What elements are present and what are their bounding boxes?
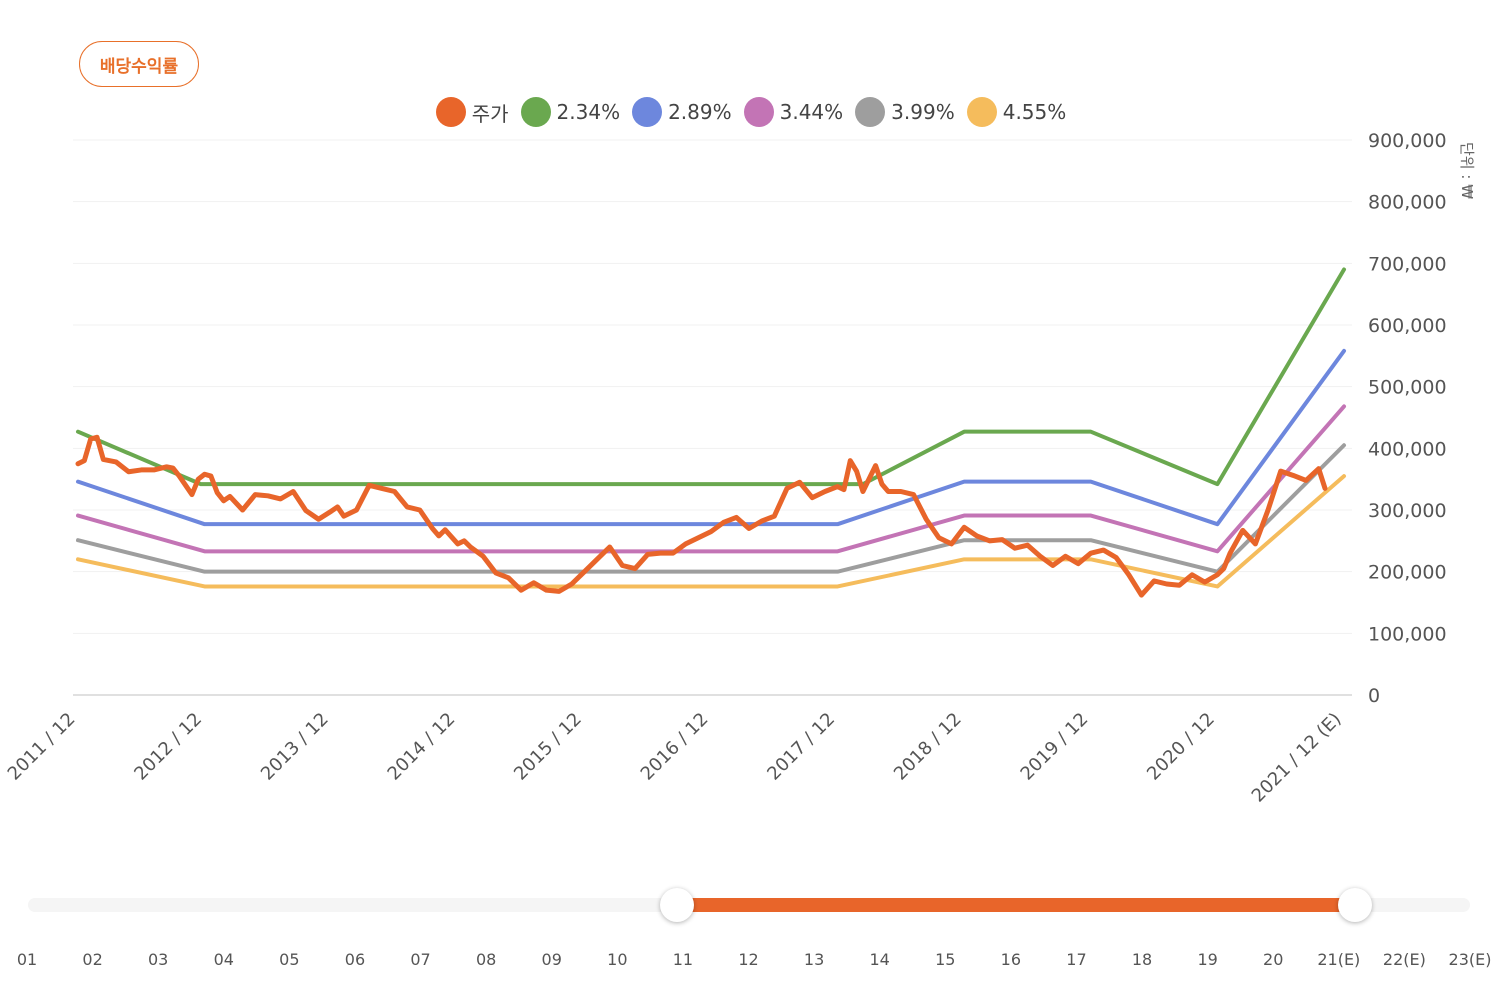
x-tick-label: 2019 / 12 bbox=[1017, 709, 1093, 785]
x-tick-label: 2016 / 12 bbox=[637, 709, 713, 785]
slider-year-label: 03 bbox=[147, 950, 169, 969]
legend-item[interactable]: 2.89% bbox=[632, 97, 732, 127]
legend-dot-icon bbox=[743, 97, 774, 127]
slider-year-label: 05 bbox=[279, 950, 300, 969]
legend-dot-icon bbox=[520, 97, 551, 127]
slider-year-label: 21(E) bbox=[1317, 950, 1361, 969]
chart-legend: 주가 2.34% 2.89% 3.44% 3.99% 4.55% bbox=[0, 94, 1502, 130]
x-tick-label: 2014 / 12 bbox=[384, 709, 460, 785]
slider-handle-start[interactable] bbox=[659, 888, 694, 922]
legend-label: 3.99% bbox=[891, 100, 955, 124]
legend-item[interactable]: 3.99% bbox=[855, 97, 955, 127]
dividend-yield-button[interactable]: 배당수익률 bbox=[79, 41, 199, 87]
legend-dot-icon bbox=[855, 97, 886, 127]
slider-year-label: 09 bbox=[541, 950, 562, 969]
legend-item[interactable]: 2.34% bbox=[520, 97, 621, 127]
series-line-2.34% bbox=[76, 267, 1346, 487]
x-tick-label: 2011 / 12 bbox=[4, 709, 80, 785]
y-tick-label: 0 bbox=[1368, 685, 1380, 707]
slider-year-label: 12 bbox=[738, 950, 759, 969]
y-tick-label: 100,000 bbox=[1368, 623, 1447, 645]
y-tick-label: 600,000 bbox=[1368, 315, 1447, 337]
slider-year-label: 22(E) bbox=[1382, 950, 1426, 969]
slider-year-label: 16 bbox=[1000, 950, 1022, 969]
slider-year-label: 14 bbox=[869, 950, 890, 969]
slider-year-label: 10 bbox=[607, 950, 628, 969]
slider-year-label: 06 bbox=[344, 950, 366, 969]
legend-dot-icon bbox=[632, 97, 663, 127]
x-tick-label: 2015 / 12 bbox=[510, 709, 586, 785]
legend-item[interactable]: 3.44% bbox=[743, 97, 844, 127]
legend-item[interactable]: 주가 bbox=[435, 97, 509, 127]
slider-labels: 01 02 03 04 05 06 07 08 09 10 11 12 13 14 15 16 17 18 19 20… bbox=[0, 950, 1502, 974]
y-tick-label: 800,000 bbox=[1368, 192, 1447, 214]
slider-year-label: 04 bbox=[213, 950, 234, 969]
slider-range[interactable] bbox=[676, 898, 1355, 912]
slider-year-label: 19 bbox=[1197, 950, 1218, 969]
slider-year-label: 17 bbox=[1066, 950, 1087, 969]
legend-label: 2.89% bbox=[668, 100, 732, 124]
slider-year-label: 13 bbox=[803, 950, 825, 969]
series-line-2.89% bbox=[76, 348, 1346, 527]
unit-label: 단위 : ₩ bbox=[1458, 142, 1476, 199]
x-tick-label: 2012 / 12 bbox=[130, 709, 206, 785]
series-line-4.55% bbox=[76, 474, 1346, 589]
x-tick-label: 2017 / 12 bbox=[763, 709, 839, 785]
legend-dot-icon bbox=[435, 97, 466, 127]
series-line-3.44% bbox=[76, 404, 1346, 554]
legend-item[interactable]: 4.55% bbox=[966, 97, 1067, 127]
x-tick-label: 2018 / 12 bbox=[890, 709, 966, 785]
y-tick-label: 200,000 bbox=[1368, 562, 1447, 584]
slider-year-label: 18 bbox=[1131, 950, 1153, 969]
slider-year-label: 01 bbox=[16, 950, 38, 969]
slider-year-label: 20 bbox=[1263, 950, 1284, 969]
y-tick-label: 400,000 bbox=[1368, 438, 1447, 460]
slider-year-label: 15 bbox=[935, 950, 956, 969]
x-tick-label: 2013 / 12 bbox=[257, 709, 333, 785]
slider-year-label: 07 bbox=[410, 950, 431, 969]
y-tick-label: 500,000 bbox=[1368, 377, 1447, 399]
series-line-price bbox=[75, 434, 1328, 598]
slider-handle-end[interactable] bbox=[1337, 888, 1372, 922]
y-tick-label: 300,000 bbox=[1368, 500, 1447, 522]
x-tick-label: 2020 / 12 bbox=[1143, 709, 1219, 785]
slider-year-label: 23(E) bbox=[1448, 950, 1492, 969]
legend-label: 3.44% bbox=[779, 100, 844, 124]
y-tick-label: 700,000 bbox=[1368, 253, 1447, 275]
legend-label: 주가 bbox=[471, 101, 509, 126]
legend-dot-icon bbox=[966, 97, 997, 127]
legend-label: 2.34% bbox=[556, 100, 621, 124]
slider-year-label: 11 bbox=[672, 950, 694, 969]
y-tick-label: 900,000 bbox=[1368, 130, 1447, 152]
x-tick-label: 2021 / 12 (E) bbox=[1248, 709, 1346, 807]
slider-year-label: 08 bbox=[475, 950, 497, 969]
slider-year-label: 02 bbox=[82, 950, 103, 969]
legend-label: 4.55% bbox=[1002, 100, 1067, 124]
